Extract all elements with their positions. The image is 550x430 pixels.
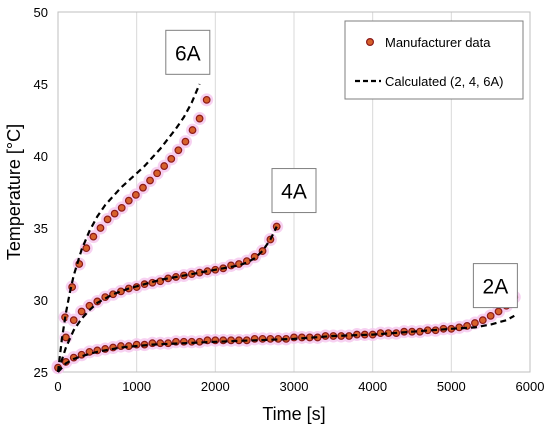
x-tick-label: 5000 xyxy=(437,379,466,394)
data-point xyxy=(167,154,176,163)
annotations: 6A 4A 2A xyxy=(165,29,518,309)
data-point xyxy=(202,95,211,104)
y-tick-label: 30 xyxy=(34,293,48,308)
x-tick-label: 1000 xyxy=(122,379,151,394)
data-point xyxy=(96,224,105,232)
x-tick-label: 6000 xyxy=(516,379,545,394)
series-layer xyxy=(51,83,521,375)
annotation-box xyxy=(165,29,211,75)
data-point xyxy=(486,311,495,320)
y-tick-label: 35 xyxy=(34,221,48,236)
annotation-label: 6A xyxy=(175,42,201,65)
data-point xyxy=(478,316,487,325)
legend-marker-manufacturer xyxy=(366,37,375,46)
data-point xyxy=(174,146,183,155)
y-tick-label: 40 xyxy=(34,149,48,164)
y-axis-label: Temperature [°C] xyxy=(4,124,24,260)
x-tick-label: 0 xyxy=(54,379,61,394)
series-manufacturer-6A xyxy=(51,93,214,373)
legend-box xyxy=(344,20,524,100)
y-tick-label: 25 xyxy=(34,365,48,380)
x-axis-label: Time [s] xyxy=(262,404,325,424)
data-point xyxy=(77,307,86,316)
y-tick-labels: 25 30 35 40 45 50 xyxy=(34,5,48,380)
data-point xyxy=(139,183,147,192)
legend-label-calculated: Calculated (2, 4, 6A) xyxy=(385,74,504,89)
data-point xyxy=(103,215,112,224)
data-point xyxy=(110,209,119,218)
plot-frame xyxy=(57,11,531,373)
x-tick-label: 3000 xyxy=(280,379,309,394)
data-point xyxy=(160,162,169,170)
y-tick-label: 50 xyxy=(34,5,48,20)
data-point xyxy=(494,307,503,316)
series-calculated-4A xyxy=(56,226,278,373)
data-point xyxy=(153,169,162,178)
data-point xyxy=(124,196,133,205)
y-tick-label: 45 xyxy=(34,77,48,92)
data-point xyxy=(82,244,91,253)
data-point xyxy=(471,319,479,327)
data-point xyxy=(117,342,125,350)
data-point xyxy=(188,126,197,134)
data-point xyxy=(89,232,98,241)
legend: Manufacturer data Calculated (2, 4, 6A) xyxy=(344,20,524,100)
annotation-box xyxy=(472,263,518,309)
data-point xyxy=(131,190,140,199)
series-manufacturer-2A xyxy=(51,290,521,375)
x-tick-labels: 0 1000 2000 3000 4000 5000 6000 xyxy=(54,379,544,394)
series-calculated-6A xyxy=(56,83,201,373)
x-tick-label: 4000 xyxy=(358,379,387,394)
data-point xyxy=(181,137,190,146)
annotation-label: 4A xyxy=(281,181,307,204)
x-tick-label: 2000 xyxy=(201,379,230,394)
annotation-box xyxy=(271,168,317,214)
data-point xyxy=(117,203,126,212)
data-point xyxy=(195,114,204,123)
legend-label-manufacturer: Manufacturer data xyxy=(385,35,491,50)
data-point xyxy=(69,316,78,325)
data-point xyxy=(61,333,70,342)
annotation-label: 2A xyxy=(483,276,509,299)
series-calculated-2A xyxy=(57,314,515,373)
data-point xyxy=(146,176,154,185)
